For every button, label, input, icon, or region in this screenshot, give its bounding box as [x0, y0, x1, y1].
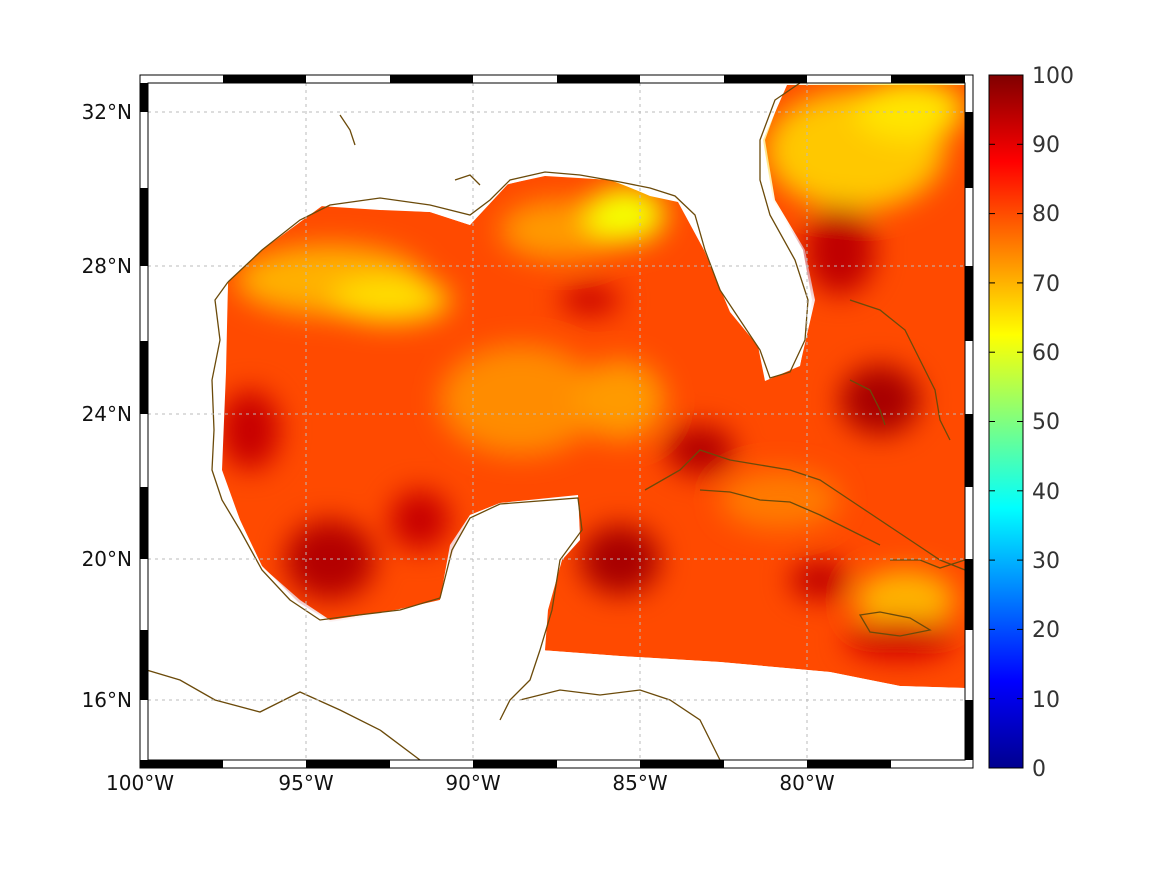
colorbar-ticks	[989, 143, 1023, 700]
y-tick-label: 20°N	[82, 547, 132, 571]
land-central-america	[540, 650, 965, 760]
x-axis-labels: 100°W 95°W 90°W 85°W 80°W	[106, 771, 835, 795]
x-tick-label: 100°W	[106, 771, 174, 795]
colorbar-tick-label: 100	[1032, 64, 1074, 89]
y-tick-label: 24°N	[82, 402, 132, 426]
x-tick-label: 80°W	[779, 771, 834, 795]
colorbar-tick-label: 30	[1032, 549, 1060, 574]
y-axis-labels: 16°N 20°N 24°N 28°N 32°N	[82, 100, 132, 712]
colorbar-tick-label: 40	[1032, 480, 1060, 505]
colorbar-tick-label: 70	[1032, 272, 1060, 297]
coastlines	[148, 83, 965, 760]
y-tick-label: 32°N	[82, 100, 132, 124]
y-tick-label: 28°N	[82, 254, 132, 278]
colorbar-tick-label: 90	[1032, 133, 1060, 158]
colorbar-tick-label: 50	[1032, 410, 1060, 435]
colorbar-tick-label: 10	[1032, 688, 1060, 713]
colorbar-tick-label: 60	[1032, 341, 1060, 366]
land-mexico	[148, 83, 812, 760]
x-tick-label: 95°W	[278, 771, 333, 795]
heatmap-field	[148, 83, 965, 760]
colorbar-tick-label: 20	[1032, 618, 1060, 643]
y-tick-label: 16°N	[82, 688, 132, 712]
map-frame	[139, 74, 974, 769]
colorbar-tick-label: 80	[1032, 202, 1060, 227]
x-tick-label: 85°W	[612, 771, 667, 795]
colorbar: 0 10 20 30 40 50 60 70 80 90 100	[988, 64, 1074, 782]
grid	[148, 83, 965, 760]
colorbar-tick-label: 0	[1032, 757, 1046, 782]
x-tick-label: 90°W	[445, 771, 500, 795]
